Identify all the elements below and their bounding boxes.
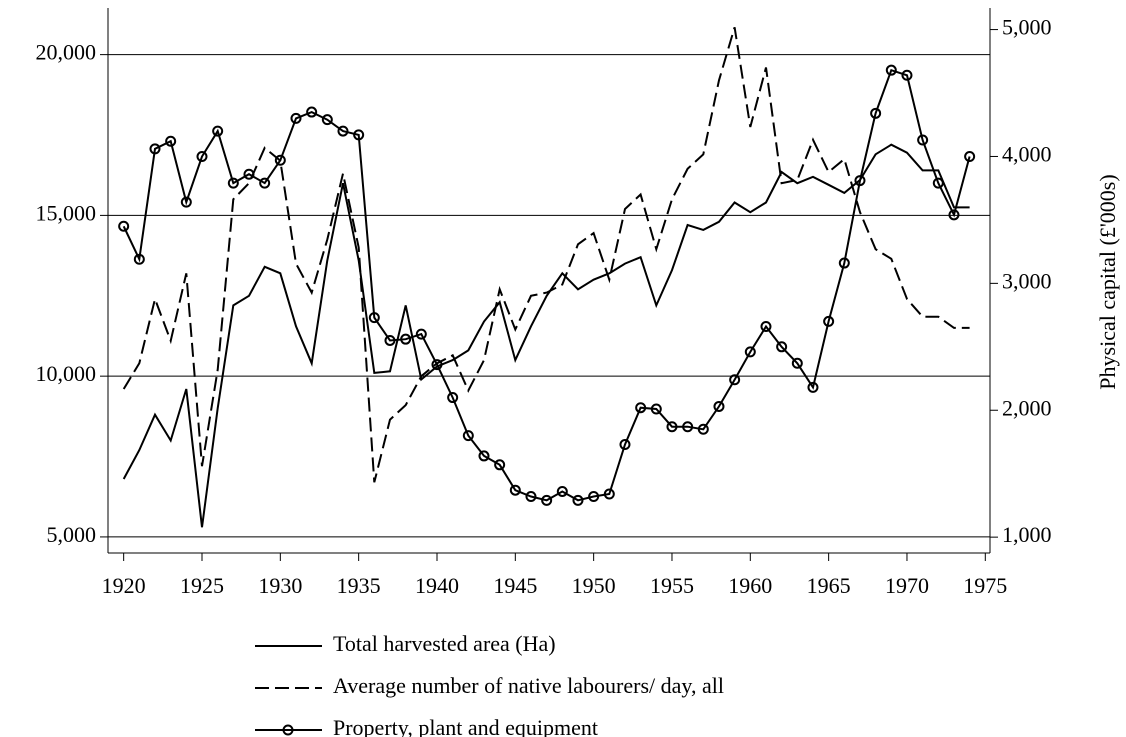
point-marker [807,381,819,393]
legend-label: Total harvested area (Ha) [333,631,556,656]
point-marker [212,125,224,137]
y-tick-label: 15,000 [36,200,97,225]
point-marker [619,439,631,451]
series-line [122,68,971,502]
point-marker [885,64,897,76]
point-marker [478,450,490,462]
point-marker [180,196,192,208]
y-tick-label: 5,000 [47,522,97,547]
point-marker [290,112,302,124]
y2-tick-label: 2,000 [1002,395,1052,420]
point-marker [306,106,318,118]
point-marker [384,334,396,346]
point-marker [635,402,647,414]
x-tick-label: 1940 [415,573,459,598]
point-marker [133,253,145,265]
x-tick-label: 1975 [963,573,1007,598]
point-marker [932,177,944,189]
y-tick-label: 20,000 [36,40,97,65]
point-marker [588,491,600,503]
point-marker [713,400,725,412]
point-marker [494,459,506,471]
point-marker [729,374,741,386]
point-marker [165,135,177,147]
point-marker [791,357,803,369]
y2-tick-label: 3,000 [1002,268,1052,293]
point-marker [415,328,427,340]
point-marker [353,129,365,141]
point-marker [556,485,568,497]
point-marker [948,209,960,221]
point-marker [541,494,553,506]
point-marker [666,421,678,433]
point-marker [321,114,333,126]
x-tick-label: 1935 [337,573,381,598]
x-tick-label: 1950 [572,573,616,598]
point-marker [447,392,459,404]
point-marker [776,341,788,353]
point-marker [744,346,756,358]
point-marker [149,143,161,155]
y2-tick-label: 1,000 [1002,522,1052,547]
x-tick-label: 1955 [650,573,694,598]
y2-axis-label: Physical capital (£'000s) [1095,174,1120,389]
y2-tick-label: 5,000 [1002,15,1052,40]
legend-label: Average number of native labourers/ day,… [333,673,724,698]
point-marker [603,488,615,500]
point-marker [259,177,271,189]
point-marker [650,403,662,415]
point-marker [337,125,349,137]
point-marker [509,484,521,496]
point-marker [854,175,866,187]
point-marker [462,430,474,442]
point-marker [118,220,130,232]
series-line [122,27,970,483]
point-marker [196,150,208,162]
point-marker [823,315,835,327]
legend-label: Property, plant and equipment [333,715,598,737]
point-marker [572,494,584,506]
x-tick-label: 1970 [885,573,929,598]
point-marker [431,359,443,371]
point-marker [368,312,380,324]
point-marker [682,421,694,433]
point-marker [870,107,882,119]
y2-tick-label: 4,000 [1002,142,1052,167]
point-marker [917,134,929,146]
point-marker [274,154,286,166]
point-marker [400,333,412,345]
point-marker [525,491,537,503]
point-marker [838,257,850,269]
x-tick-label: 1930 [258,573,302,598]
point-marker [697,423,709,435]
x-tick-label: 1945 [493,573,537,598]
series-line [122,143,970,528]
x-tick-label: 1960 [728,573,772,598]
x-tick-label: 1920 [102,573,146,598]
point-marker [760,320,772,332]
point-marker [901,69,913,81]
x-tick-label: 1965 [807,573,851,598]
point-marker [243,168,255,180]
legend-marker [282,724,294,736]
point-marker [227,177,239,189]
y-tick-label: 10,000 [36,361,97,386]
x-tick-label: 1925 [180,573,224,598]
point-marker [964,150,976,162]
